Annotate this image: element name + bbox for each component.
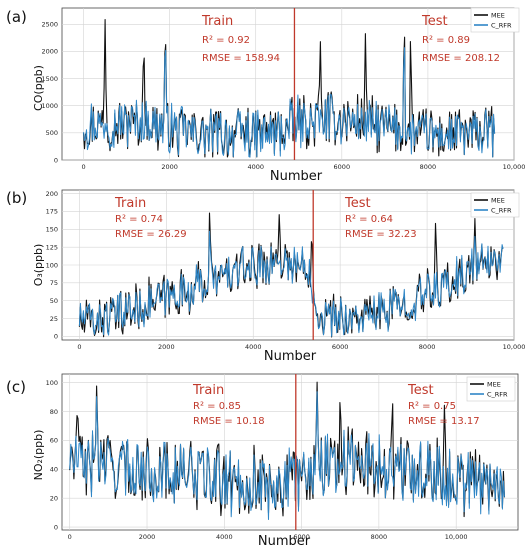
panel-c-train-annotation: Train R² = 0.85 RMSE = 10.18	[192, 383, 265, 427]
panel-b-label: (b)	[6, 189, 27, 207]
y-tick-label: 175	[46, 208, 58, 216]
y-tick-label: 75	[50, 279, 58, 287]
y-tick-label: 20	[50, 495, 58, 503]
panel-a: (a) CO(ppb) Number 0 2000 4000 6000 8000 10,0…	[6, 7, 526, 184]
panel-b-xlabel: Number	[264, 349, 317, 364]
x-tick-label: 8000	[371, 533, 388, 541]
x-tick-label: 8000	[419, 343, 436, 351]
series-line-c-rfr	[69, 391, 505, 520]
x-tick-label: 2000	[139, 533, 156, 541]
test-rmse: RMSE = 32.23	[345, 229, 417, 240]
legend-box	[470, 192, 520, 218]
x-tick-label: 6000	[334, 163, 351, 171]
y-tick-label: 60	[50, 437, 58, 445]
train-title: Train	[114, 196, 146, 211]
y-tick-label: 0	[54, 333, 58, 341]
x-tick-label: 4000	[216, 533, 233, 541]
y-tick-label: 2500	[41, 21, 58, 29]
y-tick-label: 200	[46, 190, 58, 198]
legend-label-mee: MEE	[491, 197, 505, 205]
y-tick-label: 125	[46, 243, 58, 251]
x-tick-label: 2000	[161, 163, 178, 171]
y-tick-label: 0	[54, 156, 58, 164]
panel-a-legend: MEE C_RFR	[470, 7, 520, 33]
train-title: Train	[201, 14, 233, 29]
panel-b: (b) O₃(ppb) Number 0 2000 4000 6000 8000 10,0…	[6, 189, 525, 364]
legend-box	[470, 7, 520, 33]
y-tick-label: 40	[50, 466, 58, 474]
train-r2: R² = 0.92	[202, 35, 250, 46]
panel-a-train-annotation: Train R² = 0.92 RMSE = 158.94	[201, 14, 280, 64]
train-rmse: RMSE = 10.18	[193, 416, 265, 427]
series-line-c-rfr	[83, 47, 496, 158]
test-title: Test	[421, 14, 448, 29]
panel-c-legend: MEE C_RFR	[466, 376, 516, 402]
panel-a-label: (a)	[6, 8, 27, 26]
legend-box	[466, 376, 516, 402]
test-rmse: RMSE = 13.17	[408, 416, 480, 427]
panel-c-xlabel: Number	[258, 534, 311, 549]
y-tick-label: 1000	[41, 102, 58, 110]
y-tick-label: 80	[50, 408, 58, 416]
test-title: Test	[407, 383, 434, 398]
panel-a-ylabel: CO(ppb)	[32, 65, 45, 111]
x-tick-label: 0	[81, 163, 85, 171]
legend-label-c-rfr: C_RFR	[491, 207, 512, 215]
train-rmse: RMSE = 26.29	[115, 229, 187, 240]
x-tick-label: 4000	[245, 343, 262, 351]
x-tick-label: 10,000	[445, 533, 468, 541]
panel-a-test-annotation: Test R² = 0.89 RMSE = 208.12	[421, 14, 500, 64]
legend-label-c-rfr: C_RFR	[487, 391, 508, 399]
panel-c-ylabel: NO₂(ppb)	[32, 430, 45, 481]
x-tick-label: 0	[68, 533, 72, 541]
x-tick-label: 2000	[158, 343, 175, 351]
y-tick-label: 2000	[41, 48, 58, 56]
panel-c-plot-area: 0 2000 4000 6000 8000 10,000 0 20 40 60 80 100	[46, 373, 519, 541]
y-tick-label: 25	[50, 315, 58, 323]
x-tick-label: 10,000	[503, 343, 526, 351]
y-tick-label: 50	[50, 297, 58, 305]
panel-b-test-annotation: Test R² = 0.64 RMSE = 32.23	[344, 196, 417, 240]
y-tick-label: 1500	[41, 75, 58, 83]
train-title: Train	[192, 383, 224, 398]
test-r2: R² = 0.89	[422, 35, 470, 46]
test-r2: R² = 0.64	[345, 214, 393, 225]
legend-label-mee: MEE	[491, 12, 505, 20]
x-tick-label: 8000	[420, 163, 437, 171]
panel-c-test-annotation: Test R² = 0.75 RMSE = 13.17	[407, 383, 480, 427]
y-tick-label: 0	[54, 523, 58, 531]
y-tick-label: 150	[46, 226, 58, 234]
panel-c-label: (c)	[6, 378, 26, 396]
panel-b-train-annotation: Train R² = 0.74 RMSE = 26.29	[114, 196, 187, 240]
series-line-c-rfr	[78, 230, 504, 337]
panel-c: (c) NO₂(ppb) Number 0 2000 4000 6000 8000 10,…	[6, 373, 519, 549]
x-tick-label: 10,000	[503, 163, 526, 171]
y-tick-label: 100	[46, 379, 58, 387]
train-r2: R² = 0.85	[193, 401, 241, 412]
y-tick-label: 100	[46, 261, 58, 269]
panel-a-plot-area: 0 2000 4000 6000 8000 10,000 0 500 1000 1500 2000 2…	[41, 7, 526, 171]
test-r2: R² = 0.75	[408, 401, 456, 412]
x-tick-label: 4000	[247, 163, 264, 171]
train-r2: R² = 0.74	[115, 214, 163, 225]
x-tick-label: 6000	[332, 343, 349, 351]
panel-b-ylabel: O₃(ppb)	[32, 244, 45, 287]
test-rmse: RMSE = 208.12	[422, 53, 500, 64]
x-tick-label: 6000	[293, 533, 310, 541]
panel-b-plot-area: 0 2000 4000 6000 8000 10,000 0 25 50 75 100 125 150 1…	[46, 189, 526, 351]
legend-label-mee: MEE	[487, 381, 501, 389]
test-title: Test	[344, 196, 371, 211]
x-tick-label: 0	[77, 343, 81, 351]
train-rmse: RMSE = 158.94	[202, 53, 280, 64]
legend-label-c-rfr: C_RFR	[491, 22, 512, 30]
y-tick-label: 500	[46, 129, 58, 137]
panel-a-xlabel: Number	[270, 169, 323, 184]
panel-b-legend: MEE C_RFR	[470, 192, 520, 218]
